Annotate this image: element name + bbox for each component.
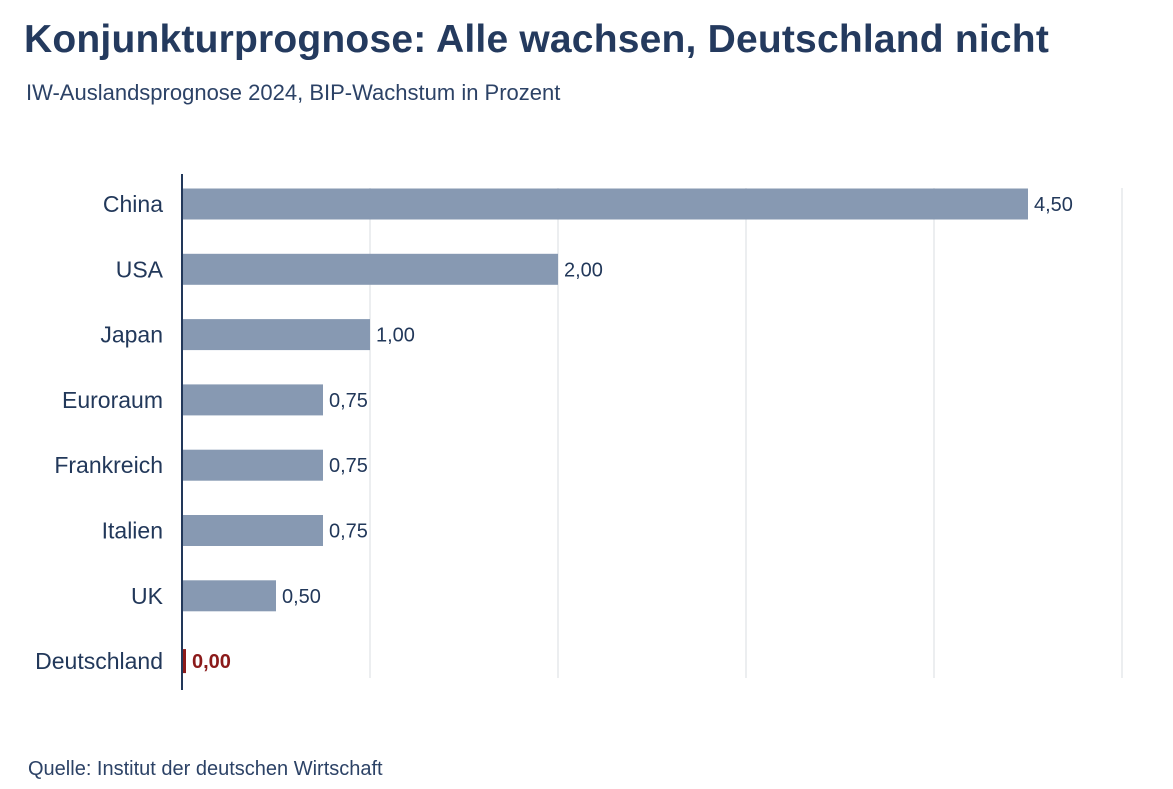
chart-title: Konjunkturprognose: Alle wachsen, Deutsc…	[24, 18, 1050, 61]
chart-subtitle: IW-Auslandsprognose 2024, BIP-Wachstum i…	[26, 80, 561, 105]
category-label: Deutschland	[35, 648, 163, 674]
bar	[182, 319, 370, 351]
category-label: USA	[116, 256, 164, 282]
data-label: 4,50	[1034, 194, 1073, 216]
bar	[182, 580, 276, 612]
bar	[183, 649, 186, 674]
category-label: Frankreich	[54, 452, 163, 478]
category-label: Euroraum	[62, 387, 163, 413]
bar-chart: China 4,50 USA 2,00 Japan 1,00 Euroraum 0,75 Fra…	[35, 174, 1123, 690]
bar	[182, 384, 323, 416]
data-label: 0,75	[329, 455, 368, 477]
bar	[182, 253, 558, 285]
data-label: 2,00	[564, 259, 603, 281]
data-label: 0,50	[282, 586, 321, 608]
bar	[182, 515, 323, 546]
data-label: 0,00	[192, 651, 231, 673]
data-label: 0,75	[329, 521, 368, 543]
bar	[182, 188, 1028, 220]
bar	[182, 449, 323, 481]
category-label: Japan	[100, 322, 163, 348]
data-label: 0,75	[329, 390, 368, 412]
category-label: China	[103, 191, 163, 217]
category-label: Italien	[102, 518, 163, 544]
source-note: Quelle: Institut der deutschen Wirtschaf…	[28, 758, 383, 780]
category-label: UK	[131, 583, 164, 609]
data-label: 1,00	[376, 325, 415, 347]
